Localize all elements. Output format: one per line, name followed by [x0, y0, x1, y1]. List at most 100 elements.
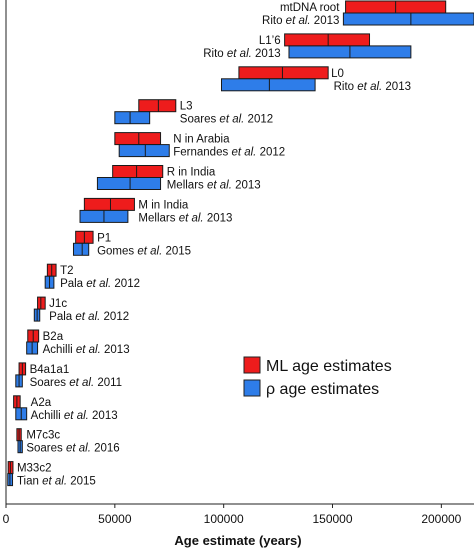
citation-part: et al. — [137, 245, 162, 257]
clade-label-j1c: J1c — [49, 298, 67, 310]
citation-part: 2016 — [91, 443, 120, 455]
bar-rho-p1 — [72, 242, 90, 256]
citation-m-in-india: Mellars et al. 2013 — [138, 212, 232, 224]
citation-a2a: Achilli et al. 2013 — [31, 410, 118, 422]
citation-part: et al. — [357, 81, 382, 93]
citation-part: Achilli — [31, 410, 64, 422]
clade-label-l3: L3 — [180, 101, 193, 113]
citation-l3: Soares et al. 2012 — [180, 114, 273, 126]
clade-label-n-in-arabia: N in Arabia — [173, 134, 230, 146]
citation-part: 2011 — [94, 377, 122, 389]
citation-part: Mellars — [138, 212, 178, 224]
citation-part: Pala — [60, 278, 86, 290]
x-tick-label: 50000 — [98, 512, 132, 526]
citation-part: 2013 — [204, 212, 233, 224]
x-tick-label: 150000 — [312, 512, 352, 526]
citation-part: et al. — [69, 377, 94, 389]
citation-part: 2012 — [111, 278, 140, 290]
citation-part: Rito — [203, 48, 227, 60]
citation-part: 2012 — [256, 147, 285, 159]
citation-part: Rito — [262, 15, 286, 27]
citation-l1-6: Rito et al. 2013 — [203, 48, 280, 60]
citation-b4a1a1: Soares et al. 2011 — [30, 377, 123, 389]
citation-part: 2013 — [89, 410, 118, 422]
citation-part: 2015 — [162, 245, 191, 257]
citation-part: Soares — [30, 377, 70, 389]
citation-part: Rito — [334, 81, 358, 93]
bar-rho-mtdna-root — [342, 12, 474, 26]
citation-part: Soares — [180, 114, 220, 126]
citation-mtdna-root: Rito et al. 2013 — [262, 15, 339, 27]
citation-part: et al. — [219, 114, 244, 126]
citation-m7c3c: Soares et al. 2016 — [26, 443, 119, 455]
citation-part: 2013 — [101, 344, 130, 356]
citation-t2: Pala et al. 2012 — [60, 278, 140, 290]
citation-part: Achilli — [43, 344, 76, 356]
bar-rho-l3 — [114, 111, 151, 125]
citation-m33c2: Tian et al. 2015 — [17, 476, 96, 488]
citation-part: 2012 — [244, 114, 273, 126]
citation-part: Gomes — [97, 245, 137, 257]
citation-part: et al. — [42, 476, 67, 488]
bar-rho-l0 — [220, 78, 316, 92]
bar-ml-j1c — [37, 296, 46, 310]
x-tick-label: 0 — [3, 512, 10, 526]
citation-part: Soares — [26, 443, 66, 455]
citation-part: 2013 — [382, 81, 411, 93]
citation-part: et al. — [64, 410, 89, 422]
citation-part: et al. — [86, 278, 111, 290]
clade-label-t2: T2 — [60, 265, 73, 277]
bars-layer — [7, 0, 474, 487]
bar-rho-r-in-india — [96, 177, 162, 190]
x-tick-label: 100000 — [204, 512, 244, 526]
clade-label-m-in-india: M in India — [138, 199, 188, 211]
citation-n-in-arabia: Fernandes et al. 2012 — [173, 147, 285, 159]
citation-part: et al. — [207, 180, 232, 192]
legend-swatch-ml — [243, 356, 261, 374]
citation-part: Pala — [49, 311, 75, 323]
legend-swatch-rho — [243, 379, 261, 397]
clade-label-a2a: A2a — [31, 397, 52, 409]
clade-label-l1-6: L1’6 — [259, 35, 281, 47]
legend: ML age estimates ρ age estimates — [243, 356, 392, 398]
clade-label-l0: L0 — [331, 68, 344, 80]
clade-label-m33c2: M33c2 — [17, 463, 52, 475]
citation-part: et al. — [75, 311, 100, 323]
bar-ml-m-in-india — [83, 197, 135, 211]
citation-part: 2012 — [100, 311, 129, 323]
clade-label-b4a1a1: B4a1a1 — [30, 364, 70, 376]
x-axis-title: Age estimate (years) — [174, 533, 301, 548]
x-tick-label: 200000 — [421, 512, 461, 526]
citation-part: et al. — [179, 212, 204, 224]
citation-r-in-india: Mellars et al. 2013 — [167, 180, 261, 192]
citation-part: et al. — [76, 344, 101, 356]
citation-part: 2013 — [252, 48, 281, 60]
clade-label-b2a: B2a — [43, 331, 64, 343]
citation-j1c: Pala et al. 2012 — [49, 311, 129, 323]
clade-label-m7c3c: M7c3c — [26, 430, 60, 442]
citation-part: et al. — [66, 443, 91, 455]
citation-part: et al. — [231, 147, 256, 159]
bar-ml-l3 — [138, 99, 177, 113]
clade-label-mtdna-root: mtDNA root — [280, 2, 340, 14]
citation-b2a: Achilli et al. 2013 — [43, 344, 130, 356]
clade-label-r-in-india: R in India — [167, 167, 216, 179]
bar-ml-r-in-india — [112, 165, 164, 178]
bar-ml-l1-6 — [284, 33, 371, 47]
citation-l0: Rito et al. 2013 — [334, 81, 411, 93]
legend-label-ml: ML age estimates — [266, 358, 392, 375]
legend-label-rho: ρ age estimates — [266, 381, 379, 398]
citation-part: Mellars — [167, 180, 207, 192]
citation-part: Tian — [17, 476, 42, 488]
bar-ml-n-in-arabia — [114, 132, 162, 146]
citation-part: Fernandes — [173, 147, 231, 159]
x-axis: 0 50000 100000 150000 200000 — [3, 0, 474, 526]
citation-part: et al. — [286, 15, 311, 27]
citation-part: et al. — [227, 48, 252, 60]
citation-part: 2013 — [311, 15, 340, 27]
clade-label-p1: P1 — [97, 232, 111, 244]
bar-ml-l0 — [238, 66, 329, 80]
citation-p1: Gomes et al. 2015 — [97, 245, 191, 257]
